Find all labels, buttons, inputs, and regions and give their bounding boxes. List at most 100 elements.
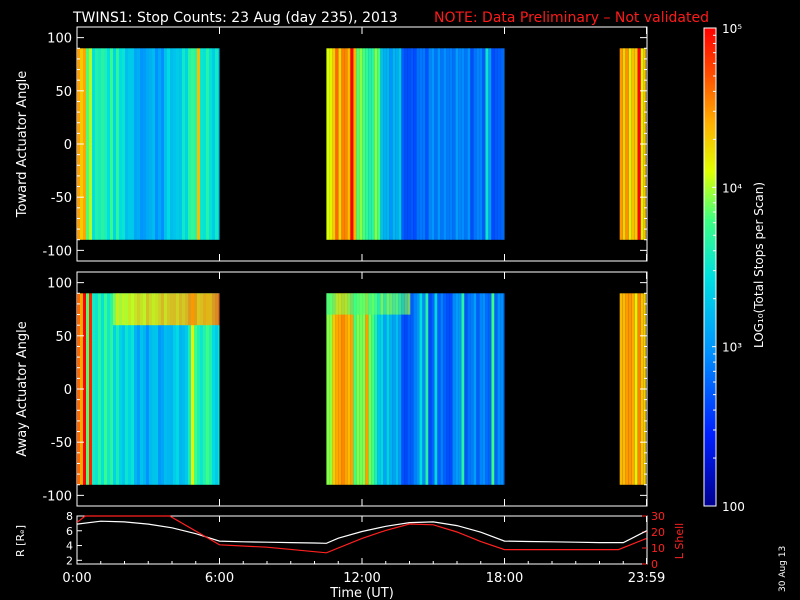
- heatmap-cell: [218, 48, 220, 240]
- r-tick-label: 6: [66, 525, 73, 538]
- heatmap-cell: [164, 293, 167, 485]
- heatmap-cell: [395, 48, 399, 240]
- hot-band-cell: [137, 293, 140, 326]
- heatmap-cell: [485, 48, 489, 240]
- heatmap-cell: [185, 293, 188, 485]
- heatmap-cell: [425, 293, 429, 485]
- hot-band-cell: [362, 293, 366, 315]
- heatmap-cell: [619, 293, 623, 485]
- heatmap-cell: [167, 293, 170, 485]
- hot-band-cell: [161, 293, 164, 326]
- hot-band-cell: [116, 293, 119, 326]
- colorbar: [703, 27, 717, 507]
- heatmap-cell: [128, 293, 131, 485]
- heatmap-cell: [404, 293, 408, 485]
- heatmap-cell: [92, 293, 95, 485]
- heatmap-cell: [200, 48, 203, 240]
- heatmap-cell: [386, 293, 390, 485]
- heatmap-cell: [353, 48, 357, 240]
- heatmap-cell: [392, 293, 396, 485]
- heatmap-cell: [625, 293, 629, 485]
- heatmap-cell: [413, 293, 417, 485]
- hot-band-cell: [404, 293, 408, 315]
- x-axis-label: Time (UT): [329, 586, 394, 600]
- heatmap-cell: [326, 48, 330, 240]
- heatmap-cell: [194, 48, 197, 240]
- heatmap-cell: [209, 48, 212, 240]
- heatmap-cell: [170, 293, 173, 485]
- heatmap-cell: [383, 293, 387, 485]
- heatmap-cell: [197, 293, 200, 485]
- heatmap-cell: [374, 48, 378, 240]
- heatmap-cell: [122, 48, 125, 240]
- heatmap-cell: [206, 48, 209, 240]
- heatmap-cell: [467, 48, 471, 240]
- hot-band-cell: [359, 293, 363, 315]
- toward-axis-label: Toward Actuator Angle: [15, 71, 30, 218]
- heatmap-cell: [419, 48, 423, 240]
- heatmap-cell: [446, 293, 450, 485]
- hot-band-cell: [200, 293, 203, 326]
- toward-y-axis: 100 50 0 -50 -100: [42, 27, 648, 261]
- hot-band-cell: [338, 293, 342, 315]
- hot-band-cell: [326, 293, 330, 315]
- toward-heatmap: [77, 48, 646, 240]
- heatmap-cell: [622, 293, 626, 485]
- heatmap-cell: [125, 293, 128, 485]
- heatmap-cell: [134, 48, 137, 240]
- heatmap-cell: [155, 293, 158, 485]
- hot-band-cell: [173, 293, 176, 326]
- heatmap-cell: [464, 293, 468, 485]
- heatmap-cell: [359, 48, 363, 240]
- heatmap-cell: [455, 293, 459, 485]
- heatmap-cell: [116, 48, 119, 240]
- heatmap-cell: [188, 48, 191, 240]
- x-tick-label: 0:00: [62, 571, 91, 586]
- hot-band-cell: [140, 293, 143, 326]
- heatmap-cell: [347, 293, 351, 485]
- hot-band-cell: [143, 293, 146, 326]
- heatmap-cell: [371, 293, 375, 485]
- heatmap-cell: [428, 293, 432, 485]
- heatmap-cell: [443, 293, 447, 485]
- heatmap-cell: [107, 293, 110, 485]
- heatmap-cell: [356, 48, 360, 240]
- heatmap-cell: [631, 293, 635, 485]
- heatmap-cell: [619, 48, 623, 240]
- heatmap-cell: [101, 293, 104, 485]
- hot-band-cell: [191, 293, 194, 326]
- away-y-axis: 100 50 0 -50 -100: [42, 272, 648, 506]
- heatmap-cell: [140, 48, 143, 240]
- heatmap-cell: [218, 293, 220, 485]
- heatmap-cell: [176, 48, 179, 240]
- hot-band-cell: [125, 293, 128, 326]
- y-tick-label: 50: [55, 330, 72, 345]
- heatmap-cell: [395, 293, 399, 485]
- heatmap-cell: [140, 293, 143, 485]
- heatmap-cell: [104, 293, 107, 485]
- heatmap-cell: [491, 48, 495, 240]
- heatmap-cell: [212, 293, 215, 485]
- hot-band-cell: [209, 293, 212, 326]
- heatmap-cell: [446, 48, 450, 240]
- y-tick-label: -50: [51, 436, 72, 451]
- hot-band-cell: [218, 293, 220, 326]
- heatmap-cell: [185, 48, 188, 240]
- heatmap-cell: [89, 293, 92, 485]
- heatmap-cell: [622, 48, 626, 240]
- hot-band-cell: [371, 293, 375, 315]
- hot-band-cell: [353, 293, 357, 315]
- heatmap-cell: [362, 293, 366, 485]
- heatmap-cell: [158, 293, 161, 485]
- r-tick-label: 4: [66, 540, 73, 553]
- hot-band-cell: [152, 293, 155, 326]
- heatmap-cell: [464, 48, 468, 240]
- heatmap-cell: [200, 293, 203, 485]
- heatmap-cell: [143, 293, 146, 485]
- figure-title: TWINS1: Stop Counts: 23 Aug (day 235), 2…: [72, 10, 398, 26]
- x-tick-label: 18:00: [486, 571, 523, 586]
- hot-band-cell: [347, 293, 351, 315]
- hot-band-cell: [188, 293, 191, 326]
- hot-band-cell: [197, 293, 200, 326]
- heatmap-cell: [338, 293, 342, 485]
